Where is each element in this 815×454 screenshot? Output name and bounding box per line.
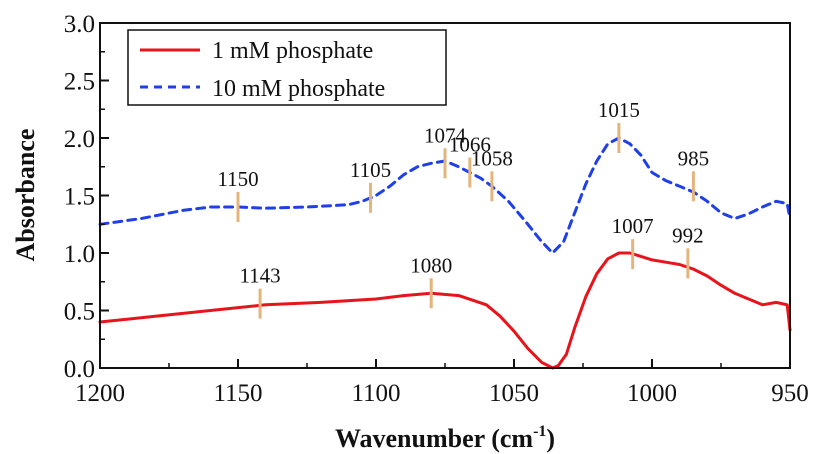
series-layer bbox=[98, 136, 792, 370]
x-tick-label: 1150 bbox=[213, 380, 262, 407]
peak-label-1015: 1015 bbox=[598, 98, 640, 122]
peak-label-1150: 1150 bbox=[217, 167, 258, 191]
series-line-10mm bbox=[98, 136, 792, 255]
peak-label-1080: 1080 bbox=[410, 253, 452, 277]
x-tick-label: 1000 bbox=[627, 380, 677, 407]
y-tick-label: 2.5 bbox=[64, 69, 95, 96]
peak-label-985: 985 bbox=[678, 146, 710, 170]
x-axis-title-close: ) bbox=[546, 424, 555, 453]
peak-label-1105: 1105 bbox=[350, 158, 391, 182]
peak-label-1143: 1143 bbox=[239, 264, 280, 288]
y-tick-label: 1.0 bbox=[64, 241, 95, 268]
y-tick-label: 1.5 bbox=[64, 184, 95, 211]
x-axis-title-main: Wavenumber (cm bbox=[335, 424, 533, 453]
marker-layer bbox=[236, 123, 695, 319]
legend-label-10mm: 10 mM phosphate bbox=[212, 76, 385, 102]
x-axis-title: Wavenumber (cm-1) bbox=[335, 423, 555, 453]
peak-label-992: 992 bbox=[672, 223, 704, 247]
peak-label-1007: 1007 bbox=[612, 214, 654, 238]
x-tick-label: 1050 bbox=[489, 380, 539, 407]
peak-label-1074: 1074 bbox=[424, 123, 467, 147]
y-tick-label: 2.0 bbox=[64, 126, 95, 153]
legend-label-1mm: 1 mM phosphate bbox=[212, 38, 373, 64]
peak-label-1058: 1058 bbox=[471, 146, 513, 170]
legend: 1 mM phosphate 10 mM phosphate bbox=[127, 29, 447, 106]
x-axis-title-superscript: -1 bbox=[533, 423, 546, 440]
y-tick-label: 3.0 bbox=[64, 11, 95, 38]
x-tick-label: 1200 bbox=[75, 380, 125, 407]
x-tick-label: 1100 bbox=[351, 380, 400, 407]
x-tick-label: 950 bbox=[771, 380, 809, 407]
peak-label-1066: 1066 bbox=[449, 133, 491, 157]
y-tick-label: 0.0 bbox=[64, 356, 95, 383]
y-axis-title: Absorbance bbox=[11, 129, 40, 262]
y-tick-label: 0.5 bbox=[64, 299, 95, 326]
legend-box bbox=[127, 29, 447, 106]
series-line-1mm bbox=[98, 251, 792, 370]
tick-layer: 1200 1150 1100 1050 1000 950 0.0 0.5 1.0 1.5 2.0 2.… bbox=[64, 11, 809, 407]
